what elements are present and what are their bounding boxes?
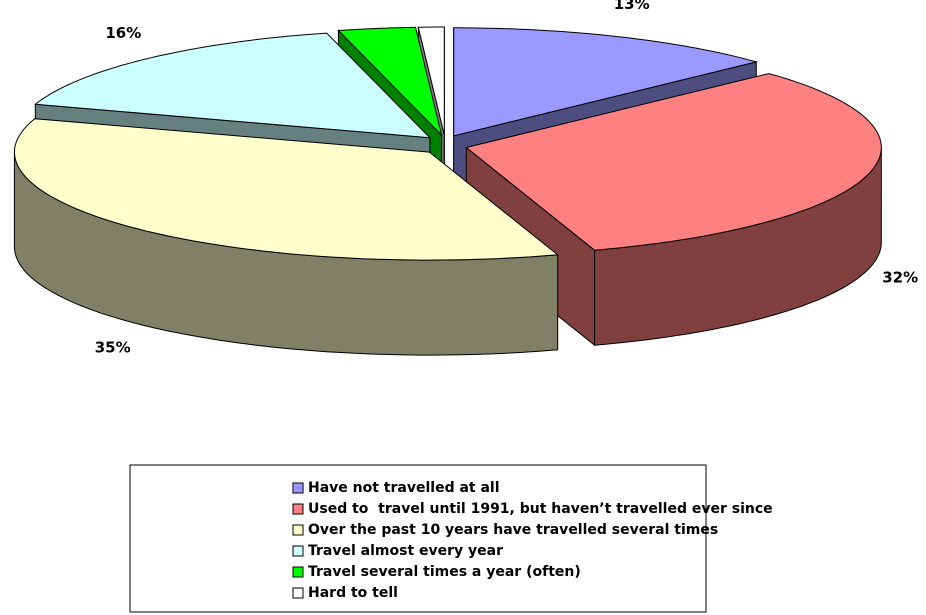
data-label: 13% — [614, 0, 650, 13]
pie: 1% 3% 13% 16% 32% 35% — [13, 0, 918, 357]
legend-label: Used to travel until 1991, but haven’t t… — [308, 501, 773, 517]
data-label: 16% — [105, 24, 141, 42]
slice — [465, 73, 882, 251]
data-label: 3% — [359, 0, 384, 2]
slice — [417, 26, 445, 136]
legend-swatch — [292, 503, 304, 515]
data-label: 32% — [882, 269, 918, 287]
legend-swatch — [292, 524, 304, 536]
legend-label: Have not travelled at all — [308, 480, 500, 496]
legend-swatch — [292, 566, 304, 578]
legend-label: Travel almost every year — [308, 543, 503, 559]
slice — [33, 32, 432, 139]
legend-swatch — [292, 587, 304, 599]
legend-swatch — [292, 482, 304, 494]
data-label: 1% — [417, 0, 442, 1]
legend-label: Over the past 10 years have travelled se… — [308, 522, 718, 538]
legend: Have not travelled at all Used to travel … — [292, 480, 773, 601]
slice — [337, 26, 443, 137]
legend-swatch — [292, 545, 304, 557]
slice — [14, 118, 560, 261]
legend-label: Travel several times a year (often) — [308, 564, 581, 580]
data-label: 35% — [95, 339, 131, 357]
legend-box — [129, 464, 707, 613]
slice — [453, 27, 759, 137]
legend-label: Hard to tell — [308, 585, 398, 601]
